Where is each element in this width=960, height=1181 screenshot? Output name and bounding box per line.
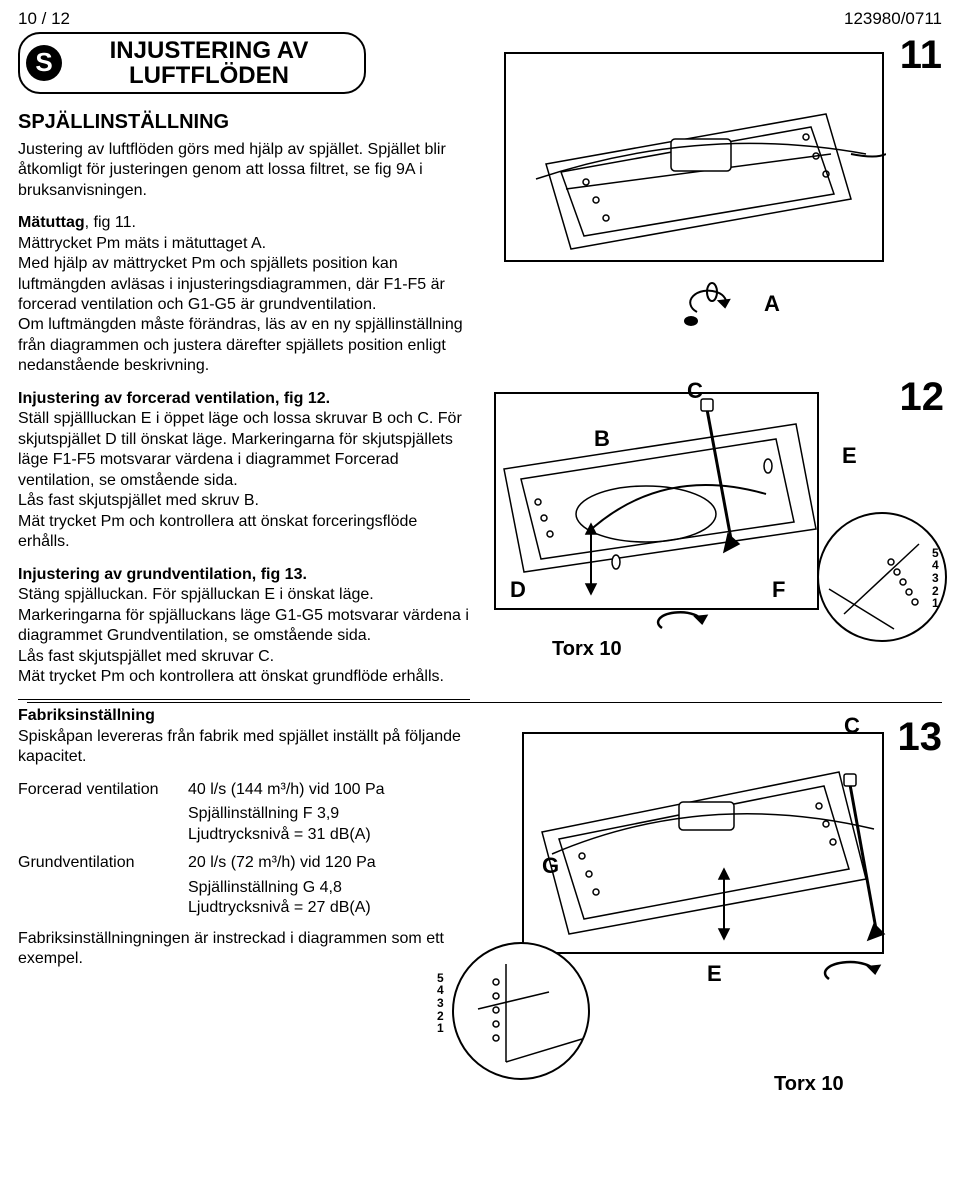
figure-12 [494,392,819,610]
table-row: Spjällinställning F 3,9 Ljudtrycksnivå =… [18,804,470,845]
label-f: F [772,576,785,604]
divider [27,702,942,703]
label-a: A [764,290,780,318]
paragraph: Mättrycket Pm mäts i mätuttaget A. [18,234,470,254]
paragraph: Om luftmängden måste förändras, läs av e… [18,315,470,376]
label-c: C [844,712,860,740]
text-column: S INJUSTERING AV LUFTFLÖDEN SPJÄLLINSTÄL… [18,32,470,982]
scale-detail-icon [819,514,949,644]
label-d: D [510,576,526,604]
figure-13 [522,732,884,954]
setting-detail: Ljudtrycksnivå = 31 dB(A) [188,825,470,845]
scale-labels: 5 4 3 2 1 [437,972,444,1035]
damper-adjust-icon [524,734,886,956]
setting-label: Grundventilation [18,853,188,873]
figure-number: 12 [900,372,945,423]
rotation-arrow-icon [652,608,712,644]
title-text: INJUSTERING AV LUFTFLÖDEN [72,38,346,88]
title-box: S INJUSTERING AV LUFTFLÖDEN [18,32,366,94]
language-badge: S [26,45,62,81]
paragraph: Spiskåpan levereras från fabrik med spjä… [18,727,470,768]
figure-11 [504,52,884,262]
paragraph: Ställ spjällluckan E i öppet läge och lo… [18,409,470,491]
page-header: 10 / 12 123980/0711 [18,8,942,30]
label-e: E [707,960,722,988]
setting-detail: Ljudtrycksnivå = 27 dB(A) [188,898,470,918]
paragraph: Mätuttag, fig 11. [18,213,470,233]
paragraph: Mät trycket Pm och kontrollera att önska… [18,667,470,687]
figure-column: 11 [482,32,942,982]
paragraph: Mät trycket Pm och kontrollera att önska… [18,512,470,553]
figure-number: 13 [898,712,943,763]
paragraph: Stäng spjälluckan. För spjälluckan E i ö… [18,585,470,646]
doc-id: 123980/0711 [844,8,942,30]
paragraph: Med hjälp av mättrycket Pm och spjällets… [18,254,470,315]
label-e: E [842,442,857,470]
table-row: Spjällinställning G 4,8 Ljudtrycksnivå =… [18,878,470,919]
divider [18,699,470,700]
paragraph: Justering av luftflöden görs med hjälp a… [18,140,470,201]
subheading: Injustering av forcerad ventilation, fig… [18,389,470,409]
section-heading: SPJÄLLINSTÄLLNING [18,110,470,136]
paragraph: Fabriksinställningningen är instreckad i… [18,929,470,970]
table-row: Grundventilation 20 l/s (72 m³/h) vid 12… [18,853,470,873]
label-torx: Torx 10 [552,637,622,663]
setting-label: Forcerad ventilation [18,780,188,800]
paragraph: Lås fast skjutspjället med skruvar C. [18,647,470,667]
subheading: Injustering av grundventilation, fig 13. [18,565,470,585]
rotation-arrow-icon [817,957,887,997]
callout-circle-13 [452,942,590,1080]
paragraph: Lås fast skjutspjället med skruv B. [18,491,470,511]
label-c: C [687,377,703,405]
label-g: G [542,852,559,880]
setting-detail: Spjällinställning G 4,8 [188,878,470,898]
subheading: Fabriksinställning [18,706,470,726]
marker-a-icon [677,277,777,337]
figure-number: 11 [900,30,942,81]
table-row: Forcerad ventilation 40 l/s (144 m³/h) v… [18,780,470,800]
settings-table: Forcerad ventilation 40 l/s (144 m³/h) v… [18,780,470,919]
callout-circle-12 [817,512,947,642]
scale-labels: 5 4 3 2 1 [932,547,939,610]
setting-detail: Spjällinställning F 3,9 [188,804,470,824]
setting-value: 40 l/s (144 m³/h) vid 100 Pa [188,780,470,800]
main-content: S INJUSTERING AV LUFTFLÖDEN SPJÄLLINSTÄL… [18,32,942,982]
setting-value: 20 l/s (72 m³/h) vid 120 Pa [188,853,470,873]
scale-detail-icon [454,944,592,1082]
label-b: B [594,425,610,453]
page-number: 10 / 12 [18,8,70,30]
damper-diagram-icon [506,54,886,264]
label-torx: Torx 10 [774,1072,844,1098]
